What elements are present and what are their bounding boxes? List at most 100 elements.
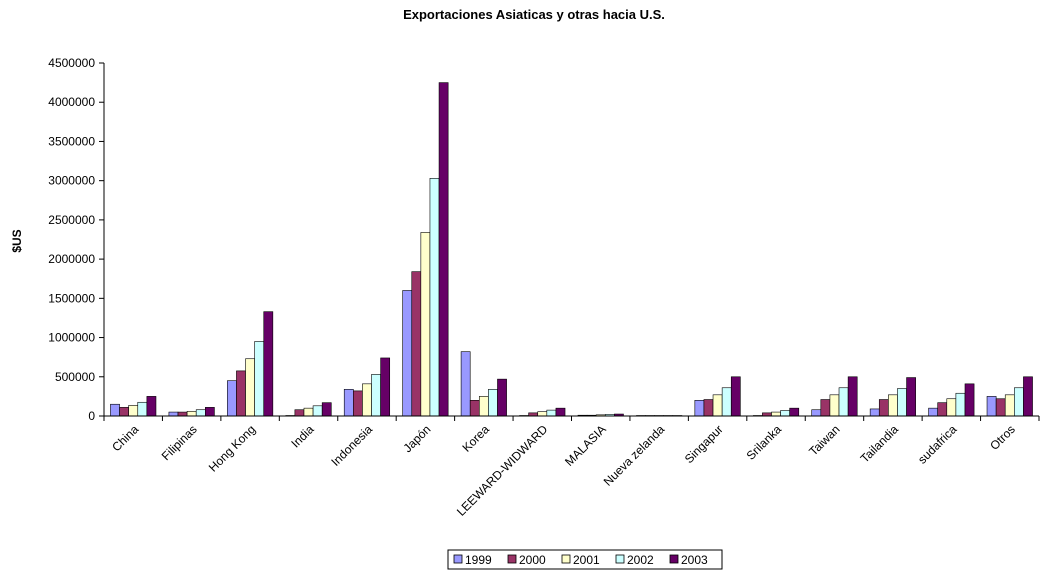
y-tick-label: 2000000 xyxy=(48,252,95,266)
bar-1999-1 xyxy=(168,411,179,417)
bar-2003-0 xyxy=(146,396,157,417)
bar-2002-11 xyxy=(780,410,790,417)
bar-1999-14 xyxy=(928,407,938,417)
bar-2000-3 xyxy=(294,409,305,417)
y-tick-label: 4000000 xyxy=(48,95,95,109)
y-tick-label: 2500000 xyxy=(48,213,95,227)
x-tick-label: Hong Kong xyxy=(206,422,258,474)
y-tick-label: 3000000 xyxy=(48,174,95,188)
x-tick-label: MALASIA xyxy=(562,422,609,469)
bar-2002-1 xyxy=(195,409,206,417)
bar-1999-5 xyxy=(402,290,413,417)
bar-2003-10 xyxy=(730,376,741,417)
axes xyxy=(99,62,1040,421)
x-tick-label: sudafrica xyxy=(915,422,960,467)
bar-2002-12 xyxy=(838,387,849,417)
bar-1999-6 xyxy=(460,351,471,417)
bar-2000-0 xyxy=(119,407,129,417)
bar-1999-12 xyxy=(811,409,822,417)
chart-title: Exportaciones Asiaticas y otras hacia U.… xyxy=(403,7,665,22)
bar-2002-15 xyxy=(1014,387,1024,417)
bar-1999-10 xyxy=(694,400,705,417)
y-tick-label: 500000 xyxy=(55,370,95,384)
x-tick-label: Srilanka xyxy=(744,422,785,463)
y-axis-label: $US xyxy=(10,229,24,252)
bar-2000-15 xyxy=(995,398,1006,417)
x-tick-label: Taiwan xyxy=(806,422,842,458)
y-tick-label: 1000000 xyxy=(48,331,95,345)
y-tick-labels: 0 500000 1000000 1500000 2000000 2500000 30000… xyxy=(48,56,95,423)
bar-2001-1 xyxy=(186,410,197,417)
legend-swatch-1999 xyxy=(453,554,463,564)
bar-2003-12 xyxy=(847,376,858,417)
x-tick-label: Indonesia xyxy=(328,422,375,469)
bar-2000-12 xyxy=(820,399,831,417)
bar-2003-2 xyxy=(263,311,274,417)
bar-2000-4 xyxy=(353,390,363,417)
legend-label-2001: 2001 xyxy=(573,553,600,567)
legend-swatch-2003 xyxy=(669,554,679,564)
x-tick-label: Filipinas xyxy=(159,422,200,463)
bar-2002-4 xyxy=(371,374,381,417)
bar-2003-7 xyxy=(555,407,566,417)
y-tick-label: 4500000 xyxy=(48,56,95,70)
bar-2001-14 xyxy=(946,398,957,417)
legend-swatch-2001 xyxy=(561,554,571,564)
bar-2003-11 xyxy=(789,407,800,417)
bar-2002-14 xyxy=(955,392,966,417)
bar-2003-6 xyxy=(497,378,507,417)
x-tick-label: Korea xyxy=(459,422,492,455)
bar-2001-5 xyxy=(420,232,431,417)
bar-2000-13 xyxy=(878,399,889,417)
bar-2000-6 xyxy=(469,400,480,417)
x-tick-label: Tailandia xyxy=(858,422,902,466)
bar-2001-10 xyxy=(712,394,723,417)
bar-2003-15 xyxy=(1023,376,1033,417)
bar-2001-6 xyxy=(478,396,489,417)
bar-2001-13 xyxy=(888,394,898,417)
bar-2003-3 xyxy=(321,402,332,417)
y-tick-label: 1500000 xyxy=(48,291,95,305)
bar-2001-11 xyxy=(771,411,781,417)
legend-swatch-2000 xyxy=(507,554,517,564)
bar-2001-12 xyxy=(829,394,840,417)
bar-2000-5 xyxy=(411,271,422,417)
legend-label-2000: 2000 xyxy=(519,553,546,567)
x-tick-label: Japón xyxy=(401,422,434,455)
bar-2001-4 xyxy=(362,383,372,417)
bar-2001-2 xyxy=(245,358,255,417)
legend-box xyxy=(447,549,723,570)
x-tick-label: Singapur xyxy=(682,422,726,466)
bar-1999-13 xyxy=(869,408,880,417)
legend: 1999 2000 2001 2002 2003 xyxy=(447,549,723,570)
bar-2002-5 xyxy=(429,178,440,417)
legend-label-1999: 1999 xyxy=(465,553,492,567)
bar-2001-15 xyxy=(1004,394,1015,417)
bar-2000-1 xyxy=(177,411,188,417)
bar-2001-3 xyxy=(303,407,314,417)
bar-2002-0 xyxy=(137,401,148,417)
bar-2002-2 xyxy=(254,341,265,417)
bar-2001-7 xyxy=(537,411,548,417)
bar-2000-2 xyxy=(236,370,246,417)
y-tick-label: 0 xyxy=(88,409,95,423)
bar-1999-2 xyxy=(227,380,237,417)
y-tick-label: 3500000 xyxy=(48,134,95,148)
bar-1999-4 xyxy=(343,389,354,417)
x-tick-label: China xyxy=(109,422,141,454)
bar-2001-0 xyxy=(128,405,139,417)
x-tick-label: Otros xyxy=(987,422,1018,453)
bar-2002-10 xyxy=(721,387,732,417)
bar-2002-6 xyxy=(488,389,498,417)
x-tick-label: Nueva zelanda xyxy=(601,422,668,489)
bar-2003-1 xyxy=(205,407,215,417)
category-labels: China Filipinas Hong Kong India Indonesia Jap… xyxy=(109,422,1018,519)
bar-2000-10 xyxy=(703,399,714,417)
bars xyxy=(110,82,1033,417)
bar-2000-14 xyxy=(937,402,948,417)
bar-2002-3 xyxy=(312,405,323,417)
bar-1999-0 xyxy=(110,403,120,417)
bar-2002-13 xyxy=(897,388,907,417)
